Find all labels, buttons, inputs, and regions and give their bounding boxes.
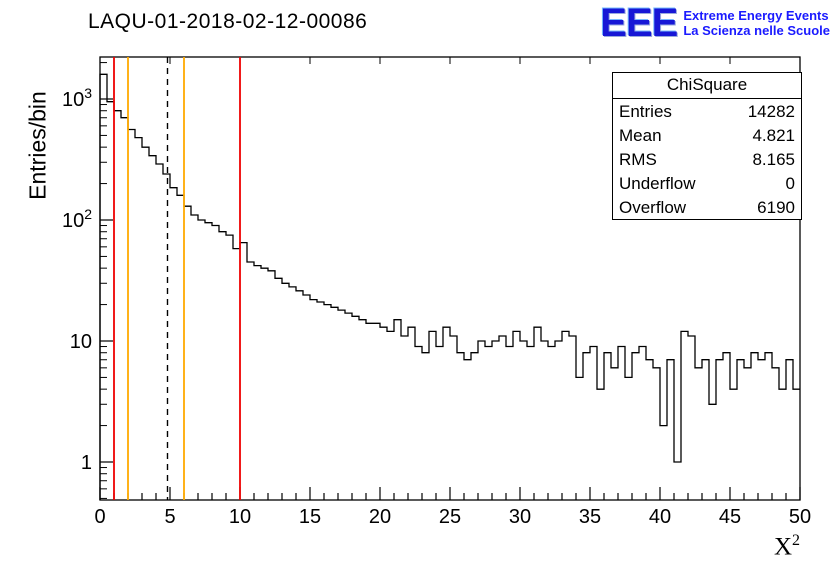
stats-row: RMS 8.165	[613, 147, 801, 171]
stats-value: 4.821	[752, 126, 795, 145]
x-tick-label: 10	[229, 506, 251, 528]
eee-logo-text: Extreme Energy Events La Scienza nelle S…	[683, 8, 830, 38]
stats-box: ChiSquare Entries 14282 Mean 4.821 RMS 8.165 U…	[612, 72, 802, 220]
stats-label: Mean	[619, 126, 662, 145]
x-tick-label: 20	[369, 506, 391, 528]
eee-logo-line2: La Scienza nelle Scuole	[683, 23, 830, 38]
x-axis-title: X2	[773, 532, 800, 561]
eee-logo-line1: Extreme Energy Events	[683, 8, 829, 23]
stats-rows: Entries 14282 Mean 4.821 RMS 8.165 Underflow 0 O…	[613, 99, 801, 219]
stats-label: Underflow	[619, 174, 696, 193]
x-tick-label: 35	[579, 506, 601, 528]
stats-row: Underflow 0	[613, 171, 801, 195]
y-tick-label: 102	[62, 206, 92, 232]
eee-logo: EEE Extreme Energy Events La Scienza nel…	[600, 1, 830, 45]
y-tick-label: 10	[70, 331, 92, 353]
stats-label: Entries	[619, 102, 672, 121]
eee-logo-acronym: EEE	[600, 1, 678, 45]
stats-row: Overflow 6190	[613, 195, 801, 219]
plot-title: LAQU-01-2018-02-12-00086	[88, 10, 368, 33]
x-tick-label: 40	[649, 506, 671, 528]
x-tick-label: 5	[164, 506, 175, 528]
x-tick-label: 45	[719, 506, 741, 528]
stats-box-title: ChiSquare	[613, 73, 801, 99]
x-tick-label: 25	[439, 506, 461, 528]
stats-value: 6190	[757, 198, 795, 217]
stats-value: 14282	[747, 102, 795, 121]
stats-label: Overflow	[619, 198, 687, 217]
x-tick-label: 0	[94, 506, 105, 528]
stats-value: 8.165	[752, 150, 795, 169]
histogram-step-line	[99, 73, 800, 500]
x-tick-label: 15	[299, 506, 321, 528]
stats-row: Entries 14282	[613, 99, 801, 123]
y-tick-label: 103	[62, 85, 92, 111]
stats-row: Mean 4.821	[613, 123, 801, 147]
stats-value: 0	[785, 174, 795, 193]
x-tick-label: 50	[789, 506, 811, 528]
stats-label: RMS	[619, 150, 657, 169]
y-tick-label: 1	[81, 452, 92, 474]
x-tick-label: 30	[509, 506, 531, 528]
